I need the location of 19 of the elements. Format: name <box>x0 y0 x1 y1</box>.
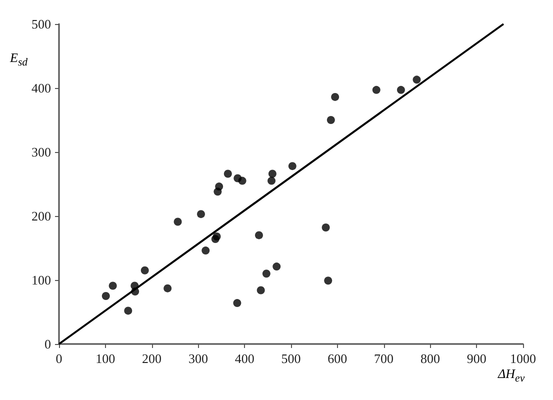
y-tick-label: 0 <box>44 336 51 352</box>
y-tick-label: 500 <box>32 16 51 32</box>
x-tick-label: 0 <box>56 351 62 366</box>
y-axis-title: E$_{sd}$ <box>10 50 28 69</box>
x-tick-label: 400 <box>234 351 254 366</box>
x-axis-title: ΔH$_{ev}$ <box>498 366 525 385</box>
x-tick-label: 900 <box>466 351 486 366</box>
y-tick-label: 300 <box>32 144 51 160</box>
x-tick-label: 700 <box>374 351 394 366</box>
y-tick-label: 400 <box>32 80 51 96</box>
x-tick-label: 800 <box>420 351 440 366</box>
x-tick-label: 200 <box>142 351 162 366</box>
x-tick-label: 500 <box>281 351 301 366</box>
y-tick-label: 200 <box>32 208 51 224</box>
x-tick-label: 100 <box>96 351 116 366</box>
y-tick-label: 100 <box>32 272 51 288</box>
x-tick-label: 300 <box>188 351 208 366</box>
x-tick-label: 600 <box>328 351 348 366</box>
x-tick-label: 1000 <box>510 351 536 366</box>
